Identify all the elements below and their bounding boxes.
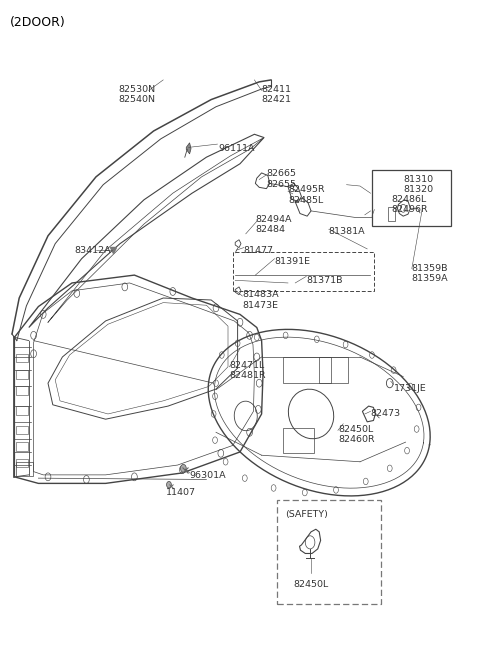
Bar	[319, 357, 348, 383]
Text: 82411
82421: 82411 82421	[262, 84, 292, 104]
Circle shape	[167, 481, 171, 488]
Circle shape	[180, 464, 186, 472]
Bar	[16, 386, 28, 395]
Bar	[16, 458, 28, 467]
Text: 82471L
82481R: 82471L 82481R	[229, 361, 266, 381]
Bar	[16, 370, 28, 379]
Text: 82665
82655: 82665 82655	[266, 169, 297, 189]
Text: 82486L
82496R: 82486L 82496R	[391, 195, 428, 214]
Text: 83412A: 83412A	[74, 246, 111, 255]
Text: 11407: 11407	[166, 488, 196, 497]
Polygon shape	[186, 143, 191, 154]
Text: 82495R
82485L: 82495R 82485L	[288, 185, 324, 205]
Text: 96301A: 96301A	[190, 471, 226, 480]
Text: 81310
81320: 81310 81320	[403, 175, 433, 195]
Bar	[16, 354, 28, 362]
Bar	[16, 406, 28, 415]
Text: (SAFETY): (SAFETY)	[285, 510, 328, 519]
Text: 81483A
81473E: 81483A 81473E	[242, 290, 279, 310]
Text: (2DOOR): (2DOOR)	[10, 16, 65, 29]
Text: 82450L
82460R: 82450L 82460R	[338, 424, 374, 444]
Bar	[283, 357, 331, 383]
Text: 1731JE: 1731JE	[394, 384, 426, 393]
Text: 81391E: 81391E	[275, 257, 311, 267]
Text: 81371B: 81371B	[306, 276, 343, 285]
Text: 81359B
81359A: 81359B 81359A	[412, 264, 448, 284]
Text: 82473: 82473	[371, 409, 401, 419]
Bar	[388, 207, 395, 221]
Bar	[233, 252, 374, 291]
Polygon shape	[29, 134, 264, 328]
Bar	[372, 170, 451, 226]
Text: 82530N
82540N: 82530N 82540N	[118, 84, 156, 104]
Bar	[16, 426, 28, 434]
Text: 82494A
82484: 82494A 82484	[255, 215, 292, 234]
Text: 82450L: 82450L	[293, 580, 329, 590]
Text: 81381A: 81381A	[329, 227, 365, 236]
Text: 96111A: 96111A	[218, 143, 255, 153]
Bar	[16, 462, 33, 476]
Bar	[283, 428, 314, 453]
Bar	[16, 442, 28, 451]
Text: 81477: 81477	[244, 246, 274, 255]
Bar	[277, 500, 381, 604]
